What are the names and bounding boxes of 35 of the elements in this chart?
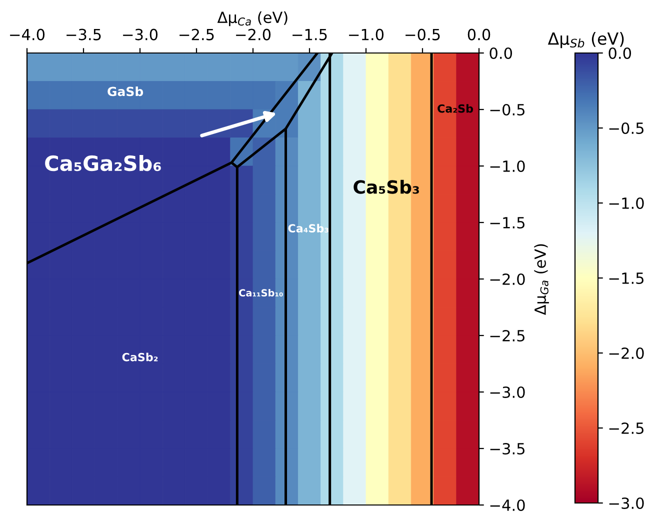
- y-tick-label: −1.0: [490, 160, 525, 172]
- y-tick-label: −2.0: [490, 273, 525, 286]
- x-tick-label: −0.5: [406, 28, 440, 40]
- y-tick-label: −3.5: [490, 442, 524, 455]
- x-tick-label: −1.5: [292, 28, 327, 40]
- color-bar-label: −1.5: [609, 272, 644, 284]
- y-tick-label: −2.5: [490, 330, 524, 342]
- annotation: CaSb₂: [122, 352, 158, 362]
- annotation: Ca₅Ga₂Sb₆: [45, 155, 161, 172]
- x-tick-label: −1.0: [349, 28, 384, 40]
- annotation: Ca₄Sb₃: [288, 224, 328, 233]
- annotation: Ca₁₁Sb₁₀: [239, 288, 283, 297]
- x-tick-label: −3.5: [66, 28, 101, 40]
- annotation: GaSb: [108, 86, 144, 96]
- x-axis-title: Δμ$_{Ca}$ (eV): [217, 11, 288, 26]
- x-tick-label: −3.0: [123, 28, 158, 40]
- x-tick-label: −2.5: [180, 28, 214, 40]
- x-tick-label: 0.0: [468, 28, 490, 40]
- x-tick-label: −4.0: [10, 28, 45, 40]
- y-tick-label: 0.0: [490, 47, 512, 60]
- color-bar-label: −2.5: [609, 422, 644, 434]
- color-bar-label: −0.5: [609, 122, 644, 134]
- color-bar-label: 0.0: [608, 47, 632, 60]
- y-tick-label: −3.0: [490, 386, 525, 398]
- annotation: Ca₅Sb₃: [354, 180, 419, 194]
- x-tick-label: −2.0: [236, 28, 271, 40]
- y-axis-title: Δμ$_{Ga}$ (eV): [534, 244, 549, 316]
- color-bar-label: −1.0: [609, 197, 644, 210]
- y-tick-label: −1.5: [490, 217, 524, 229]
- y-tick-label: −4.0: [490, 499, 525, 512]
- color-bar-title: Δμ$_{Sb}$ (eV): [548, 32, 624, 48]
- color-bar-label: −2.0: [609, 347, 644, 360]
- color-bar-label: −3.0: [609, 497, 644, 510]
- y-tick-label: −0.5: [490, 104, 524, 116]
- annotation: Ca₂Sb: [438, 104, 474, 113]
